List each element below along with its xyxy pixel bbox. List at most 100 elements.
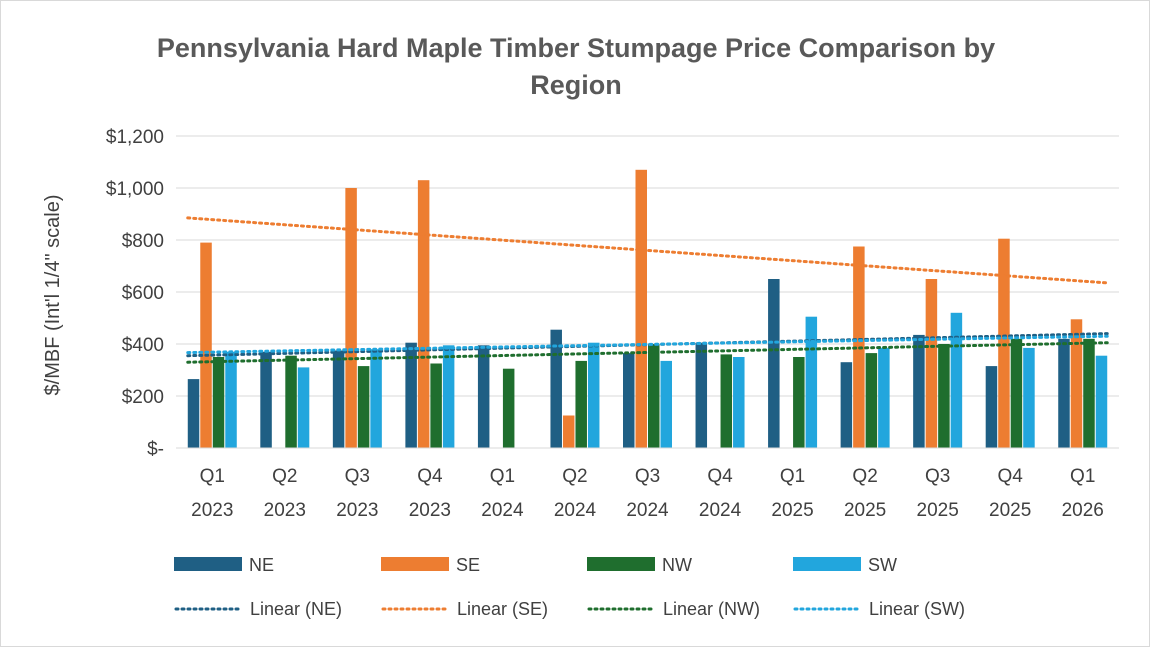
bar-ne-4: [477, 345, 490, 448]
bar-sw-12: [1095, 355, 1108, 448]
bar-ne-2: [332, 350, 345, 448]
bar-nw-9: [865, 353, 878, 448]
y-axis-title: $/MBF (Int'l 1/4" scale): [42, 195, 64, 396]
bar-ne-3: [405, 342, 417, 448]
bar-se-3: [417, 180, 430, 448]
bar-nw-1: [285, 355, 297, 448]
bar-nw-0: [212, 357, 225, 448]
x-tick-label: 2025: [771, 500, 813, 521]
x-tick-label: Q3: [635, 466, 660, 487]
bar-sw-7: [733, 357, 745, 448]
bar-ne-11: [985, 366, 998, 448]
x-tick-label: 2025: [844, 500, 886, 521]
bar-nw-6: [648, 344, 660, 448]
bar-ne-6: [623, 353, 635, 448]
x-tick-label: 2023: [409, 500, 451, 521]
bar-se-10: [925, 279, 938, 448]
legend-label: NW: [662, 555, 692, 575]
x-tick-label: 2023: [264, 500, 306, 521]
bar-ne-9: [840, 362, 853, 448]
trendline-2: [186, 216, 1109, 285]
bar-nw-10: [938, 344, 950, 448]
bar-ne-12: [1058, 338, 1070, 448]
legend-swatch-nw: [587, 557, 655, 571]
y-tick-label: $800: [122, 231, 164, 252]
bar-ne-0: [187, 379, 200, 448]
y-tick-label: $400: [122, 335, 164, 356]
bar-nw-7: [720, 354, 733, 448]
bar-ne-5: [550, 329, 562, 448]
bar-nw-11: [1010, 338, 1023, 448]
x-tick-label: 2023: [336, 500, 378, 521]
y-tick-label: $1,200: [106, 127, 164, 148]
bar-sw-10: [950, 312, 963, 448]
x-tick-label: Q1: [490, 466, 515, 487]
bar-nw-12: [1083, 338, 1095, 448]
bar-ne-10: [913, 334, 925, 448]
trendline-3: [186, 341, 1109, 364]
bar-sw-5: [587, 342, 600, 448]
x-tick-label: Q3: [345, 466, 370, 487]
chart-title-line-2: Region: [530, 70, 622, 100]
x-tick-label: Q4: [707, 466, 733, 487]
x-tick-label: Q2: [272, 466, 297, 487]
y-tick-label: $-: [147, 439, 164, 460]
x-tick-label: Q3: [925, 466, 950, 487]
bar-se-12: [1070, 319, 1083, 448]
bar-se-2: [345, 188, 357, 448]
y-tick-label: $1,000: [106, 179, 164, 200]
x-tick-label: 2025: [917, 500, 959, 521]
x-tick-label: Q2: [562, 466, 587, 487]
bar-nw-3: [430, 363, 442, 448]
y-tick-label: $600: [122, 283, 164, 304]
x-tick-label: Q4: [998, 466, 1024, 487]
legend-label: Linear (SW): [869, 599, 965, 619]
bar-ne-8: [768, 279, 780, 448]
legend-label: Linear (NW): [663, 599, 760, 619]
x-tick-label: 2023: [191, 500, 233, 521]
bar-nw-8: [793, 357, 805, 448]
bar-sw-11: [1023, 347, 1035, 448]
bar-sw-3: [442, 345, 455, 448]
bar-nw-4: [502, 368, 515, 448]
legend-swatch-se: [381, 557, 449, 571]
bar-sw-9: [878, 347, 890, 448]
bar-se-5: [562, 415, 575, 448]
chart-title-line-1: Pennsylvania Hard Maple Timber Stumpage …: [157, 33, 995, 63]
legend-label: SE: [456, 555, 480, 575]
bar-sw-1: [297, 367, 310, 448]
x-tick-label: Q1: [1070, 466, 1095, 487]
x-tick-label: 2024: [626, 500, 669, 521]
x-tick-label: 2024: [481, 500, 524, 521]
trendline-4: [186, 334, 1109, 355]
x-tick-label: 2024: [699, 500, 742, 521]
bar-se-0: [200, 242, 212, 448]
x-tick-label: 2024: [554, 500, 597, 521]
legend-swatch-ne: [174, 557, 242, 571]
legend-label: SW: [868, 555, 897, 575]
bar-nw-5: [575, 360, 587, 448]
bar-sw-2: [370, 349, 382, 448]
bar-ne-1: [260, 351, 272, 448]
bar-sw-0: [225, 351, 237, 448]
legend-label: NE: [249, 555, 274, 575]
bar-nw-2: [357, 366, 370, 448]
bar-sw-8: [805, 316, 818, 448]
x-tick-label: Q1: [780, 466, 805, 487]
bar-sw-6: [660, 360, 672, 448]
x-tick-label: Q2: [852, 466, 877, 487]
x-tick-label: 2025: [989, 500, 1031, 521]
bar-ne-7: [695, 342, 708, 448]
bar-se-11: [998, 238, 1010, 448]
legend-label: Linear (NE): [250, 599, 342, 619]
x-tick-label: Q4: [417, 466, 443, 487]
legend-label: Linear (SE): [457, 599, 548, 619]
trendline-1: [186, 332, 1109, 358]
legend-swatch-sw: [793, 557, 861, 571]
x-tick-label: 2026: [1062, 500, 1104, 521]
y-tick-label: $200: [122, 387, 164, 408]
x-tick-label: Q1: [200, 466, 225, 487]
bar-se-6: [635, 169, 647, 449]
